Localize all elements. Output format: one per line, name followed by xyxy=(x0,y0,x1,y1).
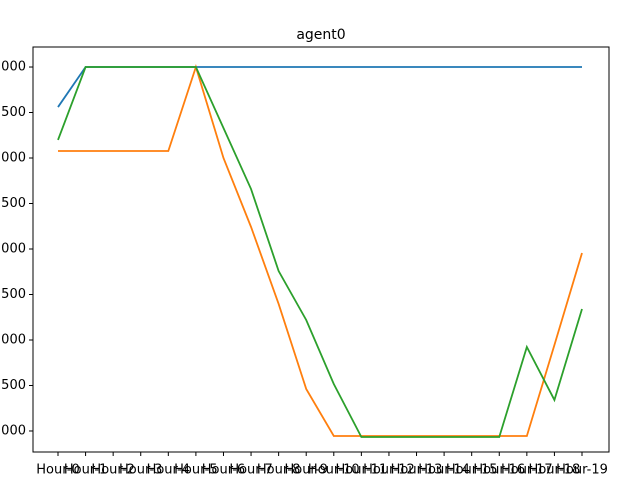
y-tick-label: 500 xyxy=(1,378,26,393)
x-tick-label: Hour-1 xyxy=(64,463,107,478)
y-tick-label: 000 xyxy=(1,60,26,75)
x-tick-label: Hour-12 xyxy=(363,463,415,478)
x-tick-label: Hour-6 xyxy=(202,463,245,478)
x-tick-label: Hour-9 xyxy=(284,463,327,478)
x-tick-label: Hour-17 xyxy=(501,463,553,478)
x-tick-label: Hour-4 xyxy=(147,463,190,478)
y-tick-label: 500 xyxy=(1,287,26,302)
x-tick-label: Hour-18 xyxy=(529,463,581,478)
y-tick-label: 000 xyxy=(1,241,26,256)
line-series xyxy=(58,64,583,437)
x-tick-label: Hour-14 xyxy=(418,463,470,478)
x-tick-label: Hour-10 xyxy=(308,463,360,478)
x-tick-label: Hour-3 xyxy=(119,463,162,478)
y-tick-label: 500 xyxy=(1,105,26,120)
y-tick-label: 000 xyxy=(1,151,26,166)
x-tick-label: Hour-5 xyxy=(174,463,217,478)
y-tick-label: 500 xyxy=(1,196,26,211)
x-tick-label: Hour-8 xyxy=(257,463,300,478)
x-tick-label: Hour-13 xyxy=(391,463,443,478)
x-tick-label: Hour-7 xyxy=(229,463,272,478)
x-tick-label: Hour-15 xyxy=(446,463,498,478)
chart-title: agent0 xyxy=(296,27,345,43)
x-tick-label: Hour-16 xyxy=(473,463,525,478)
x-tick-label: Hour-11 xyxy=(336,463,388,478)
plot-frame xyxy=(32,46,610,453)
x-tick-label: Hour-2 xyxy=(91,463,134,478)
x-tick-label: Hour-0 xyxy=(36,463,79,478)
y-tick-label: 000 xyxy=(1,332,26,347)
x-tick-label: Hour-19 xyxy=(556,463,608,478)
y-tick-label: 000 xyxy=(1,423,26,438)
line-series xyxy=(57,66,583,438)
